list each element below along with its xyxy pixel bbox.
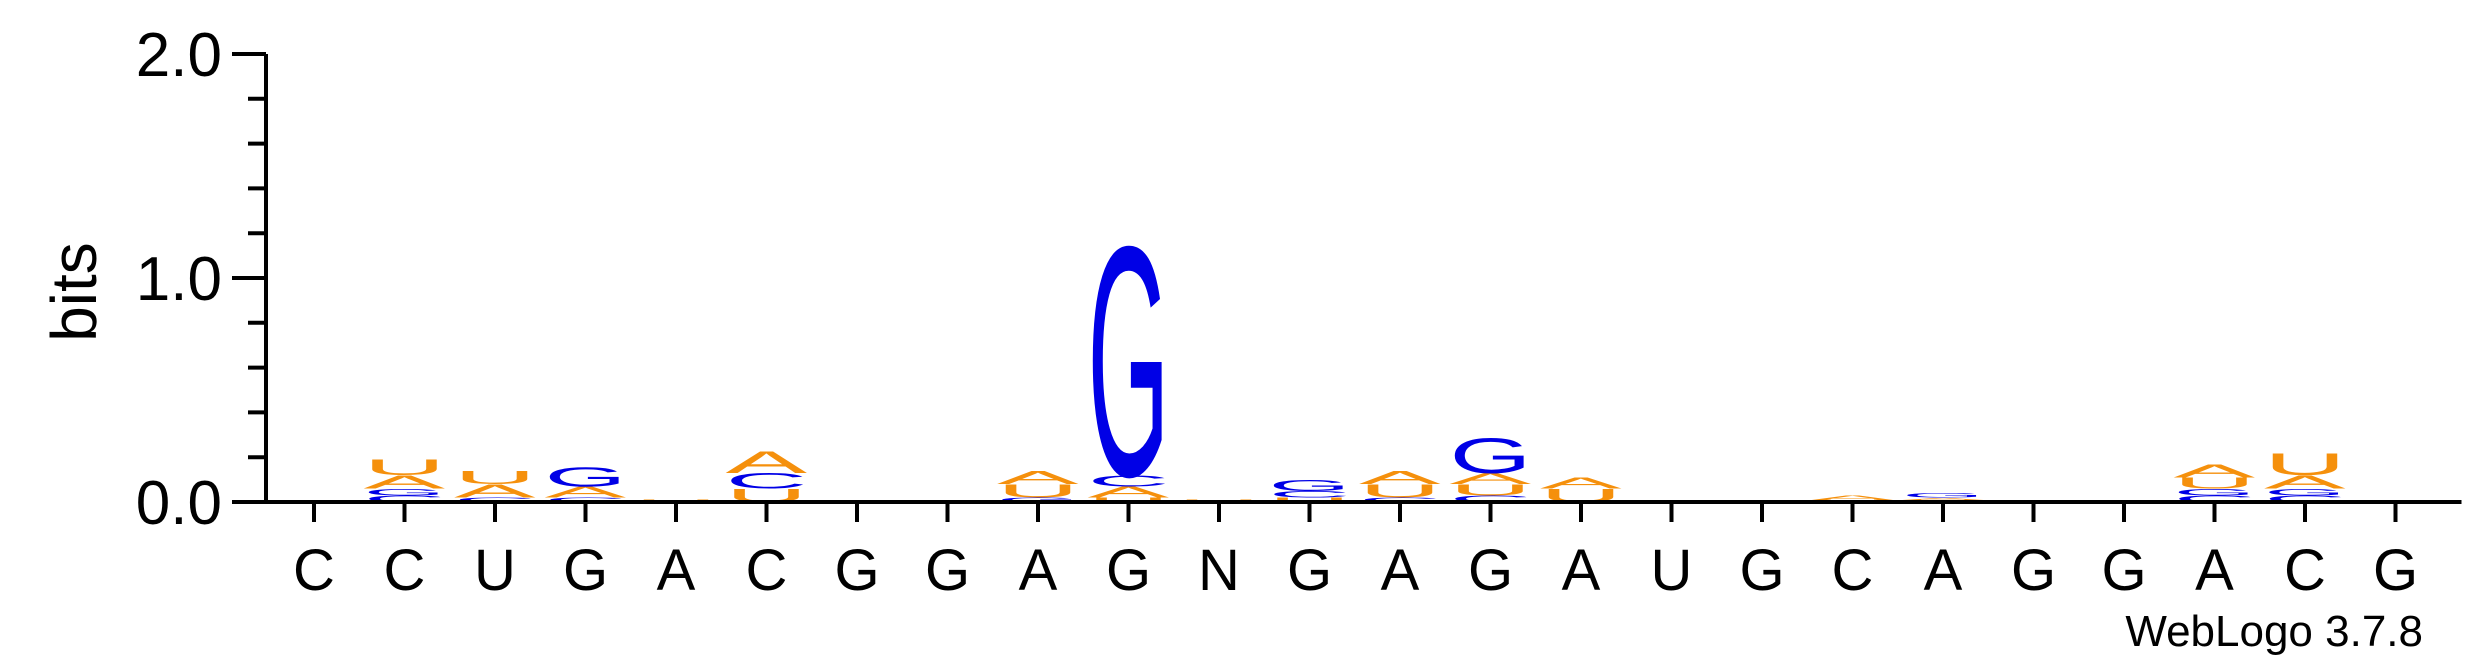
- logo-letter-a: A: [1812, 494, 1894, 501]
- logo-letter-a: A: [1088, 484, 1171, 501]
- logo-letter-c: C: [2174, 494, 2256, 504]
- y-tick-label: 1.0: [136, 245, 222, 314]
- y-axis: 0.0 1.0 2.0: [136, 21, 268, 538]
- logo-letter-a: A: [454, 481, 536, 502]
- x-tick-label: G: [563, 538, 608, 603]
- x-tick-label: N: [1198, 538, 1240, 603]
- x-tick-label: A: [657, 538, 696, 603]
- logo-letter-a: A: [997, 467, 1079, 488]
- logo-letter-g: G: [545, 461, 627, 492]
- logo-letter-c: C: [1088, 472, 1170, 489]
- logo-letter-g: G: [1088, 178, 1170, 546]
- x-tick-label: U: [474, 538, 516, 603]
- x-tick-label: C: [1832, 538, 1874, 603]
- x-tick-label: U: [1651, 538, 1693, 603]
- logo-letter-u: U: [1450, 481, 1532, 498]
- logo-letter-g: G: [1269, 477, 1351, 494]
- x-tick-label: G: [1106, 538, 1151, 603]
- logo-letter-u: U: [454, 467, 536, 488]
- logo-letter-c: C: [364, 494, 446, 504]
- logo-letter-u: U: [1088, 496, 1170, 503]
- x-tick-label: G: [925, 538, 970, 603]
- x-tick-label: G: [2373, 538, 2418, 603]
- logo-letter-u: U: [2264, 447, 2346, 482]
- logo-letter-a: A: [2174, 460, 2256, 481]
- logo-letter-g: G: [1450, 428, 1532, 484]
- logo-letter-a: A: [545, 484, 628, 501]
- x-tick-label: C: [293, 538, 335, 603]
- logo-letter-a: A: [364, 472, 446, 493]
- logo-letter-g: G: [997, 496, 1079, 503]
- x-tick-label: G: [2101, 538, 2146, 603]
- logo-letter-a: A: [1450, 470, 1533, 487]
- logo-letter-u: U: [364, 456, 446, 480]
- logo-letter-u: U: [1359, 481, 1441, 502]
- logo-letter-g: G: [2174, 487, 2256, 498]
- logo-letter-c: C: [454, 496, 536, 503]
- logo-letter-u: U: [2174, 475, 2256, 492]
- logo-letter-a: A: [1359, 467, 1441, 488]
- logo-letter-c: C: [1450, 494, 1532, 504]
- logo-letter-c: C: [545, 496, 627, 503]
- x-tick-label: G: [834, 538, 879, 603]
- logo-letter-g: G: [2264, 487, 2346, 498]
- logo-letter-u: U: [1269, 496, 1351, 503]
- x-tick-label: A: [1019, 538, 1058, 603]
- x-tick-label: C: [746, 538, 788, 603]
- logo-letter-c: C: [1359, 496, 1441, 503]
- x-tick-label: A: [1381, 538, 1420, 603]
- x-tick-label: G: [1468, 538, 1513, 603]
- x-tick-label: G: [1739, 538, 1784, 603]
- x-tick-label: A: [2195, 538, 2234, 603]
- x-tick-label: A: [1562, 538, 1601, 603]
- x-tick-label: A: [1924, 538, 1963, 603]
- logo-letter-a: A: [2264, 472, 2346, 493]
- logo-letter-g: G: [364, 487, 446, 498]
- logo-letter-c: C: [1269, 489, 1351, 499]
- logo-letter-a: A: [1902, 497, 1984, 500]
- logo-letter-c: C: [2264, 494, 2346, 504]
- letter-stacks: CGAUCAUCAGUUCAGUAUACGUUCGCUACUAGUAAUAUAG…: [364, 178, 2347, 546]
- logo-letter-c: C: [726, 469, 808, 493]
- logo-letter-u: U: [997, 481, 1079, 502]
- x-tick-label: G: [2011, 538, 2056, 603]
- y-axis-label: bits: [38, 242, 110, 342]
- x-tick-label: C: [2284, 538, 2326, 603]
- logo-letter-g: G: [1902, 492, 1984, 499]
- logo-letter-a: A: [1540, 475, 1623, 492]
- x-tick-label: C: [384, 538, 426, 603]
- logo-letter-a: A: [726, 445, 808, 480]
- y-tick-label: 2.0: [136, 21, 222, 90]
- x-tick-label: G: [1287, 538, 1332, 603]
- y-tick-label: 0.0: [136, 469, 222, 538]
- footer-credit: WebLogo 3.7.8: [2125, 607, 2423, 656]
